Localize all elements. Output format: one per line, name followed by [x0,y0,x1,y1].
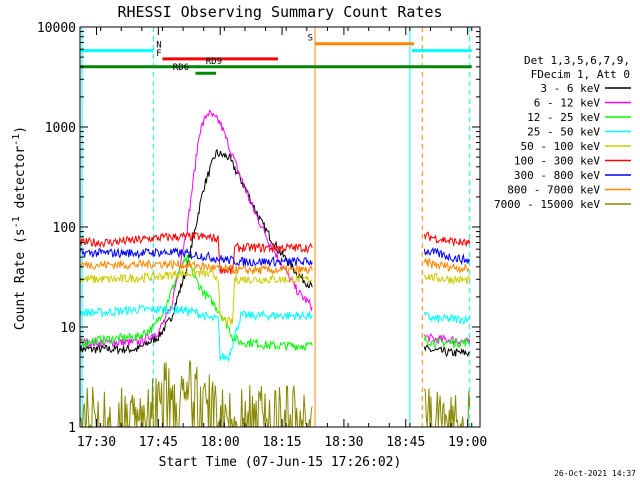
legend-label-4: 50 - 100 keV [521,140,601,153]
series-line-3-0 [79,303,313,362]
series-line-5-1 [423,231,471,248]
series-line-4-0 [79,267,313,326]
legend-label-2: 12 - 25 keV [527,111,600,124]
y-axis-label-sup-2: -1 [11,134,22,146]
legend-header-1: Det 1,3,5,6,7,9, [524,54,630,67]
series-line-1-0 [79,109,313,349]
legend-label-7: 800 - 7000 keV [507,184,600,197]
legend-label-6: 300 - 800 keV [514,169,600,182]
y-tick-label-0: 1 [68,421,76,436]
series-line-0-1 [423,344,471,358]
series-line-5-0 [79,231,313,275]
x-tick-label-6: 19:00 [448,435,487,450]
series-line-2-0 [79,254,313,351]
y-axis-label-main: Count Rate (s [13,228,28,330]
flag-label-f: F [156,49,161,59]
y-tick-label-3: 1000 [45,121,76,136]
x-tick-label-0: 17:30 [77,435,116,450]
chart-title: RHESSI Observing Summary Count Rates [117,3,442,21]
legend-label-8: 7000 - 15000 keV [494,198,600,211]
x-tick-label-3: 18:15 [262,435,301,450]
flag-label-rd9: RD9 [206,57,222,67]
y-tick-label-4: 10000 [37,21,76,36]
legend-label-0: 3 - 6 keV [540,82,600,95]
series-line-6-1 [423,246,471,266]
y-tick-label-1: 10 [60,321,76,336]
series-line-7-0 [79,259,313,276]
legend-label-1: 6 - 12 keV [534,97,601,110]
legend-label-3: 25 - 50 keV [527,126,600,139]
flag-label-s: S [308,34,313,44]
series-line-6-0 [79,247,313,267]
y-axis-label-sup: -1 [11,216,22,228]
legend-label-5: 100 - 300 keV [514,155,600,168]
x-axis-label: Start Time (07-Jun-15 17:26:02) [159,455,402,470]
y-axis-label-close: ) [13,126,28,134]
marker-layer [81,27,471,427]
series-line-4-1 [423,272,471,285]
series-line-2-1 [423,335,471,349]
timestamp: 26-Oct-2021 14:37 [554,469,636,478]
x-tick-label-4: 18:30 [324,435,363,450]
series-line-7-1 [423,257,470,275]
flag-label-rd6: RD6 [173,63,189,73]
y-axis-label-tail: detector [13,146,28,217]
series-line-3-1 [423,311,471,325]
y-tick-label-2: 100 [53,221,76,236]
y-axis-label: Count Rate (s-1 detector-1) [11,126,28,330]
x-tick-label-2: 18:00 [201,435,240,450]
legend-header-2: FDecim 1, Att 0 [531,68,630,81]
x-tick-label-5: 18:45 [386,435,425,450]
flag-layer: N S F RD9 RD6 [80,34,472,75]
tick-layer: 17:30 17:45 18:00 18:15 18:30 18:45 19:00 1 10 10… [37,21,487,450]
x-tick-label-1: 17:45 [139,435,178,450]
flag-label-n: N [156,41,161,51]
